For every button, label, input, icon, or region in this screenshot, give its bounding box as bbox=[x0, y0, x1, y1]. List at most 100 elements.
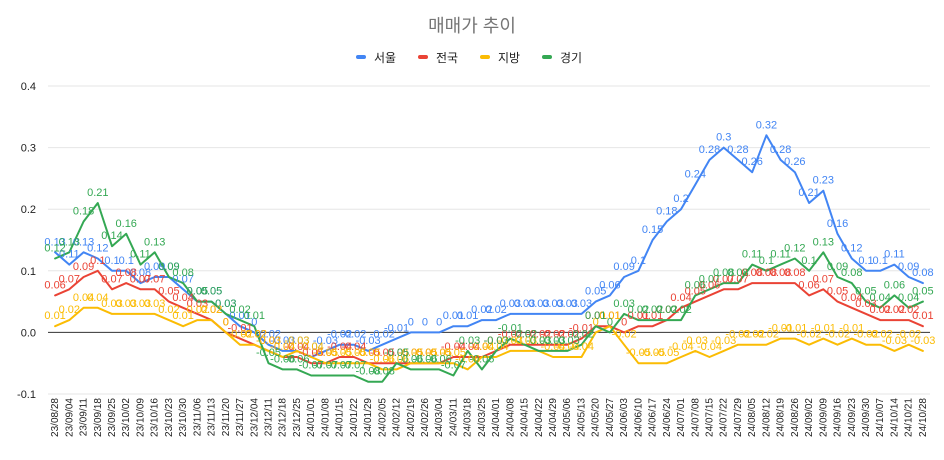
data-label: 0.08 bbox=[770, 267, 791, 279]
data-label: 0.02 bbox=[670, 304, 691, 316]
x-tick-label: 24/09/09 bbox=[818, 398, 829, 437]
data-label: 0.03 bbox=[500, 298, 521, 310]
data-label: 0 bbox=[422, 316, 428, 328]
data-label: 0.04 bbox=[841, 292, 862, 304]
data-label: 0.12 bbox=[784, 242, 805, 254]
data-label: -0.05 bbox=[341, 347, 366, 359]
data-label: -0.03 bbox=[711, 335, 736, 347]
data-label: -0.03 bbox=[512, 335, 537, 347]
data-label: -0.04 bbox=[555, 341, 580, 353]
data-label: -0.05 bbox=[356, 347, 381, 359]
data-label: -0.04 bbox=[697, 341, 722, 353]
data-label: 0.05 bbox=[685, 286, 706, 298]
data-label: 0.02 bbox=[471, 304, 492, 316]
data-label: 0.28 bbox=[699, 144, 720, 156]
x-tick-label: 24/10/07 bbox=[875, 398, 886, 437]
data-label: -0.02 bbox=[825, 329, 850, 341]
data-label: 0.08 bbox=[741, 267, 762, 279]
data-label: -0.03 bbox=[882, 335, 907, 347]
data-label: 0.03 bbox=[855, 298, 876, 310]
data-label: 0.01 bbox=[443, 310, 464, 322]
data-label: -0.01 bbox=[228, 323, 253, 335]
data-label: -0.08 bbox=[356, 366, 381, 378]
data-label: -0.02 bbox=[228, 329, 253, 341]
data-label: 0.21 bbox=[87, 187, 108, 199]
data-label: 0.01 bbox=[44, 310, 65, 322]
x-tick-label: 23/10/23 bbox=[164, 398, 175, 437]
data-label: -0.02 bbox=[498, 329, 523, 341]
x-tick-label: 24/04/15 bbox=[520, 398, 531, 437]
x-tick-label: 23/10/02 bbox=[121, 398, 132, 437]
data-label: -0.02 bbox=[512, 329, 537, 341]
data-label: -0.03 bbox=[498, 335, 523, 347]
y-tick-label: 0.0 bbox=[21, 327, 36, 339]
data-label: -0.06 bbox=[412, 353, 437, 365]
data-label: 0.28 bbox=[770, 144, 791, 156]
data-label: 0.1 bbox=[90, 255, 105, 267]
data-label: -0.02 bbox=[612, 329, 637, 341]
data-label: 0.02 bbox=[656, 304, 677, 316]
data-label: 0.06 bbox=[884, 279, 905, 291]
data-label: -0.04 bbox=[469, 341, 494, 353]
series-line-1 bbox=[54, 269, 924, 365]
data-label: -0.04 bbox=[669, 341, 694, 353]
data-label: -0.04 bbox=[327, 341, 352, 353]
data-label: 0.09 bbox=[73, 261, 94, 273]
x-tick-label: 24/04/08 bbox=[505, 398, 516, 437]
data-label: 0.03 bbox=[116, 298, 137, 310]
x-tick-label: 23/12/11 bbox=[264, 398, 275, 437]
x-tick-label: 23/12/18 bbox=[278, 398, 289, 437]
data-label: 0.03 bbox=[144, 298, 165, 310]
data-label: 0.05 bbox=[585, 286, 606, 298]
x-tick-label: 24/02/12 bbox=[392, 398, 403, 437]
data-label: -0.03 bbox=[910, 335, 935, 347]
data-label: 0.28 bbox=[727, 144, 748, 156]
data-label: 0.02 bbox=[187, 304, 208, 316]
data-label: 0.11 bbox=[59, 249, 80, 261]
data-label: 0.05 bbox=[201, 286, 222, 298]
data-label: -0.05 bbox=[356, 347, 381, 359]
data-label: -0.02 bbox=[725, 329, 750, 341]
data-label: 0.11 bbox=[770, 249, 791, 261]
x-tick-label: 24/02/05 bbox=[377, 398, 388, 437]
legend-label: 지방 bbox=[498, 51, 520, 65]
data-label: 0.08 bbox=[713, 267, 734, 279]
data-label: -0.02 bbox=[754, 329, 779, 341]
data-label: 0.1 bbox=[759, 255, 774, 267]
data-label: 0.09 bbox=[898, 261, 919, 273]
data-label: 0.08 bbox=[912, 267, 933, 279]
data-label: 0.18 bbox=[73, 206, 94, 218]
data-label: -0.05 bbox=[299, 347, 324, 359]
y-axis: -0.1 0.0 0.1 0.2 0.3 0.4 bbox=[17, 81, 36, 401]
data-label: 0 bbox=[223, 316, 229, 328]
x-tick-label: 24/05/13 bbox=[576, 398, 587, 437]
data-label: 0.16 bbox=[116, 218, 137, 230]
x-tick-label: 23/09/18 bbox=[93, 398, 104, 437]
x-tick-label: 24/08/12 bbox=[761, 398, 772, 437]
data-label: 0.11 bbox=[742, 249, 763, 261]
data-label: 0.12 bbox=[44, 242, 65, 254]
data-label: 0.01 bbox=[912, 310, 933, 322]
data-label: 0 bbox=[593, 316, 599, 328]
data-label: 0.07 bbox=[130, 273, 151, 285]
data-label: 0.03 bbox=[187, 298, 208, 310]
data-label: -0.04 bbox=[469, 341, 494, 353]
x-tick-label: 24/10/14 bbox=[889, 398, 900, 437]
data-label: 0.16 bbox=[827, 218, 848, 230]
x-tick-label: 23/09/11 bbox=[79, 398, 90, 437]
data-label: 0.11 bbox=[884, 249, 905, 261]
legend-swatch bbox=[480, 55, 490, 59]
data-label: 0.02 bbox=[869, 304, 890, 316]
x-tick-label: 24/03/18 bbox=[463, 398, 474, 437]
data-label: 0.08 bbox=[116, 267, 137, 279]
data-label: 0.06 bbox=[685, 279, 706, 291]
data-label: 0.05 bbox=[187, 286, 208, 298]
data-label: 0.08 bbox=[756, 267, 777, 279]
data-label: -0.03 bbox=[313, 335, 338, 347]
data-label: -0.05 bbox=[412, 347, 437, 359]
data-label: 0.07 bbox=[144, 273, 165, 285]
data-label: 0.13 bbox=[44, 236, 65, 248]
data-label: -0.07 bbox=[327, 360, 352, 372]
